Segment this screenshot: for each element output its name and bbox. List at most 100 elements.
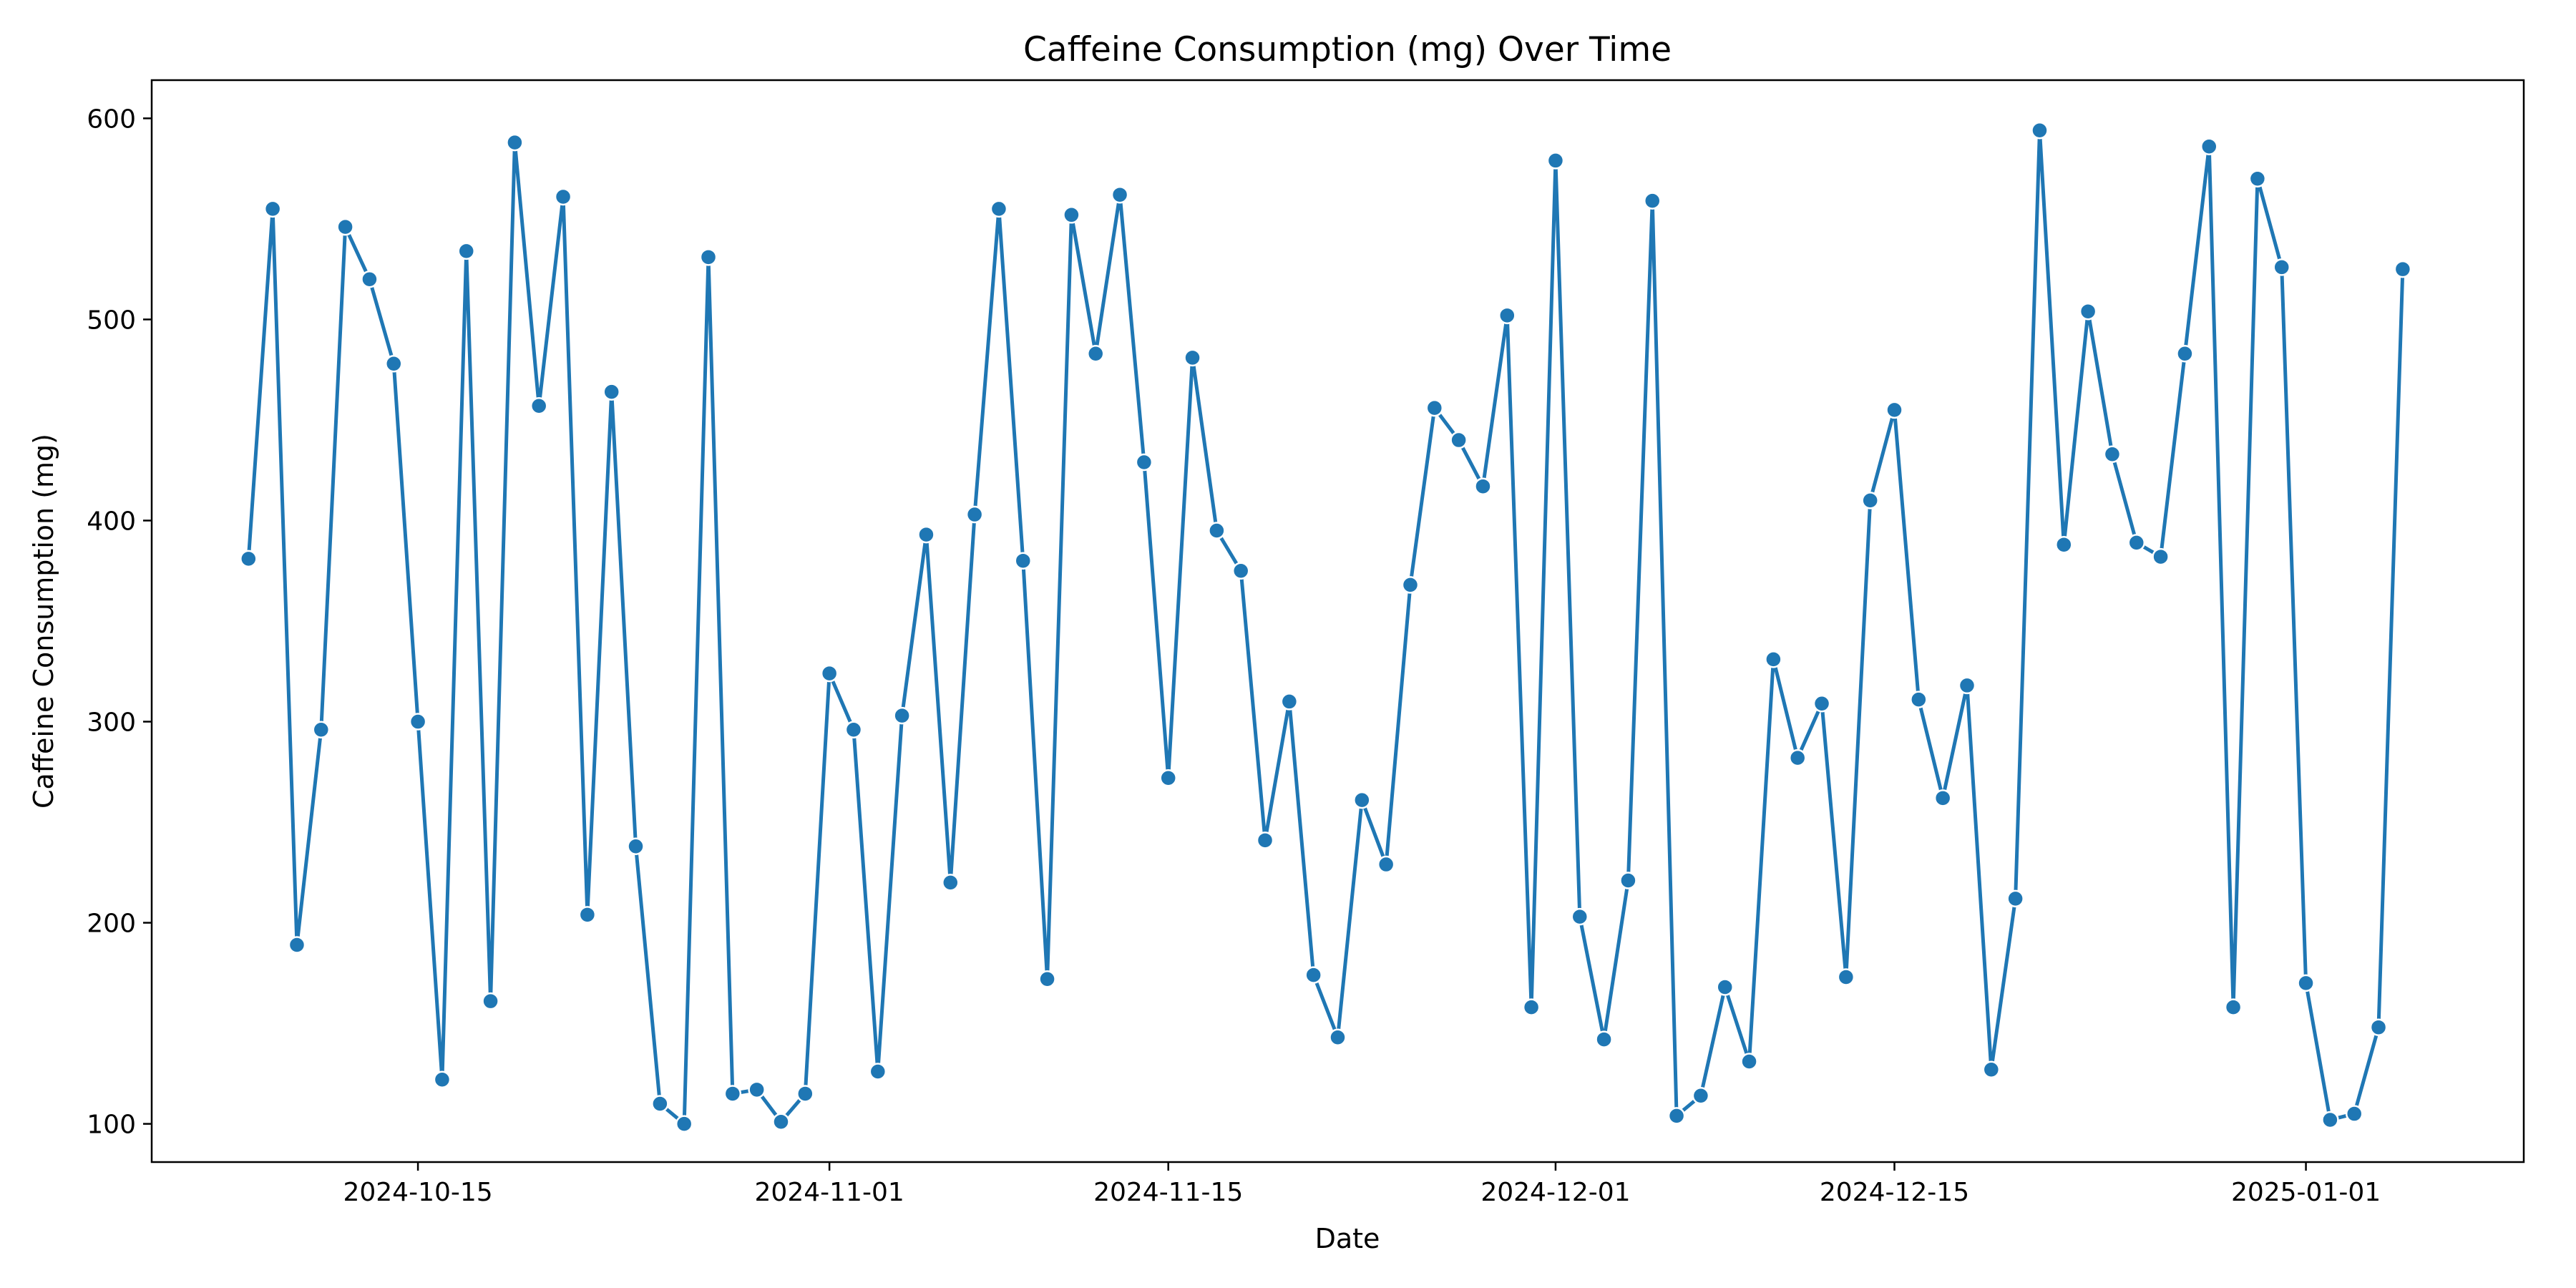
data-point bbox=[2248, 170, 2267, 187]
data-point bbox=[457, 242, 475, 260]
chart-title: Caffeine Consumption (mg) Over Time bbox=[1023, 30, 1672, 69]
x-axis-label: Date bbox=[1315, 1223, 1380, 1254]
data-point bbox=[1595, 1030, 1613, 1048]
data-point bbox=[1450, 431, 1468, 449]
y-axis-label: Caffeine Consumption (mg) bbox=[28, 434, 59, 809]
data-point bbox=[1571, 907, 1589, 926]
plot-frame bbox=[150, 79, 2525, 1163]
data-point bbox=[917, 525, 935, 544]
y-tick-label: 200 bbox=[87, 909, 136, 939]
data-point bbox=[1498, 306, 1516, 325]
x-tick-label: 2025-01-01 bbox=[2231, 1178, 2381, 1207]
data-point bbox=[942, 874, 960, 892]
data-point bbox=[2006, 889, 2024, 908]
data-point bbox=[554, 187, 572, 206]
data-point bbox=[869, 1063, 887, 1080]
data-point bbox=[2200, 137, 2218, 155]
data-point bbox=[2321, 1111, 2339, 1129]
y-tick-label: 400 bbox=[87, 507, 136, 536]
data-point bbox=[1667, 1107, 1686, 1125]
data-point bbox=[796, 1085, 814, 1103]
data-point bbox=[1474, 477, 1492, 495]
data-point bbox=[1861, 492, 1879, 509]
y-tick-label: 600 bbox=[87, 104, 136, 134]
data-point bbox=[433, 1070, 452, 1089]
data-point bbox=[1401, 576, 1420, 594]
data-point bbox=[627, 837, 645, 856]
data-point bbox=[1304, 966, 1322, 984]
data-point bbox=[2369, 1018, 2388, 1036]
data-point bbox=[1159, 769, 1177, 787]
data-point bbox=[2345, 1105, 2363, 1123]
data-point bbox=[1063, 206, 1080, 224]
y-tick-label: 500 bbox=[87, 306, 136, 335]
data-point bbox=[1716, 978, 1734, 996]
data-point bbox=[530, 397, 548, 415]
series-group bbox=[240, 122, 2412, 1133]
data-point bbox=[1231, 562, 1250, 580]
data-point bbox=[482, 992, 499, 1010]
data-point bbox=[1910, 691, 1928, 708]
data-point bbox=[1353, 791, 1371, 809]
y-tick-label: 100 bbox=[87, 1111, 136, 1140]
x-axis-ticks: 2024-10-15 2024-11-01 2024-11-15 2024-12-01… bbox=[343, 1162, 2381, 1207]
data-point bbox=[1038, 970, 1056, 988]
data-point bbox=[2127, 534, 2146, 552]
data-point bbox=[1885, 401, 1903, 419]
data-point bbox=[1522, 998, 1541, 1016]
data-point bbox=[385, 355, 403, 373]
x-tick-label: 2024-12-01 bbox=[1480, 1178, 1630, 1207]
data-point bbox=[1546, 152, 1565, 170]
data-point bbox=[2224, 998, 2243, 1016]
data-point bbox=[1280, 693, 1299, 711]
data-point bbox=[1377, 855, 1395, 874]
data-point bbox=[1765, 650, 1782, 668]
y-tick-label: 300 bbox=[87, 708, 136, 738]
data-point bbox=[1933, 789, 1952, 807]
data-point bbox=[2297, 974, 2315, 992]
data-point bbox=[2273, 258, 2290, 276]
x-tick-label: 2024-10-15 bbox=[343, 1178, 492, 1207]
data-point bbox=[1208, 522, 1226, 540]
data-point bbox=[1643, 192, 1662, 210]
data-point bbox=[1813, 694, 1831, 713]
data-point bbox=[1256, 831, 1274, 849]
data-point bbox=[1329, 1028, 1347, 1046]
data-point bbox=[893, 706, 911, 725]
y-axis-ticks: 100 200 300 400 500 600 bbox=[87, 104, 152, 1140]
data-point bbox=[506, 133, 524, 152]
data-point bbox=[675, 1115, 693, 1133]
series-line bbox=[246, 128, 2405, 1126]
data-point bbox=[748, 1080, 766, 1099]
data-point bbox=[990, 200, 1008, 218]
data-point bbox=[651, 1095, 669, 1113]
data-point bbox=[1111, 185, 1129, 204]
data-point bbox=[312, 721, 331, 739]
data-point bbox=[336, 218, 354, 236]
data-point bbox=[602, 383, 620, 401]
data-point bbox=[723, 1085, 742, 1103]
data-point bbox=[1425, 399, 1444, 417]
data-point bbox=[772, 1113, 790, 1131]
data-point bbox=[1740, 1053, 1758, 1070]
x-tick-label: 2024-12-15 bbox=[1820, 1178, 1969, 1207]
data-point bbox=[820, 664, 839, 683]
data-point bbox=[361, 270, 379, 288]
data-point bbox=[2394, 260, 2412, 278]
data-point bbox=[1982, 1060, 2001, 1078]
data-point bbox=[965, 505, 984, 524]
data-point bbox=[240, 550, 258, 568]
data-point bbox=[1135, 453, 1153, 472]
data-point bbox=[1837, 968, 1855, 986]
data-point bbox=[1014, 552, 1033, 570]
data-point bbox=[699, 248, 718, 266]
data-point bbox=[844, 721, 863, 739]
data-point bbox=[1692, 1087, 1710, 1105]
data-point bbox=[263, 200, 282, 218]
data-point bbox=[1619, 872, 1637, 889]
x-tick-label: 2024-11-01 bbox=[755, 1178, 904, 1207]
data-point bbox=[2176, 344, 2194, 363]
data-point bbox=[1958, 676, 1976, 695]
